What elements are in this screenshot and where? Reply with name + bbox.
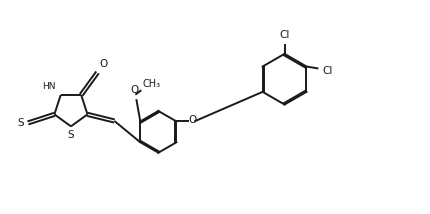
Text: O: O [130, 85, 138, 95]
Text: Cl: Cl [280, 30, 290, 40]
Text: Cl: Cl [322, 67, 333, 76]
Text: O: O [188, 115, 197, 125]
Text: HN: HN [42, 82, 56, 91]
Text: O: O [99, 59, 108, 69]
Text: S: S [68, 130, 74, 140]
Text: S: S [17, 118, 24, 128]
Text: CH₃: CH₃ [142, 79, 160, 89]
